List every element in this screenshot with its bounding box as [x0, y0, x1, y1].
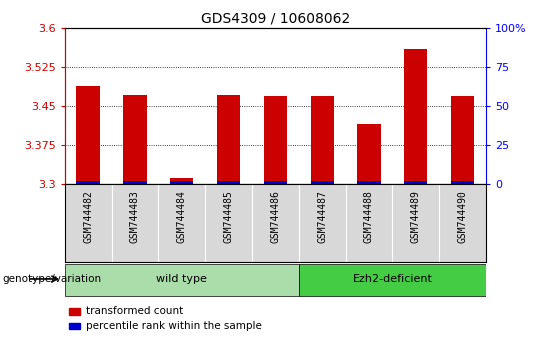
Bar [217, 95, 240, 184]
Bar [77, 181, 100, 184]
Text: GSM744483: GSM744483 [130, 190, 140, 243]
Text: GSM744486: GSM744486 [271, 190, 280, 243]
Text: transformed count: transformed count [86, 306, 183, 316]
Bar [404, 49, 428, 184]
Bar [357, 181, 381, 184]
Bar [451, 181, 474, 184]
Bar [69, 308, 79, 314]
Bar [299, 264, 486, 296]
Bar [310, 181, 334, 184]
Text: genotype/variation: genotype/variation [3, 274, 102, 284]
Bar [451, 96, 474, 184]
Title: GDS4309 / 10608062: GDS4309 / 10608062 [201, 12, 350, 26]
Bar [123, 95, 147, 184]
Text: wild type: wild type [157, 274, 207, 284]
Bar [217, 181, 240, 184]
Text: GSM744485: GSM744485 [224, 190, 234, 243]
Bar [170, 178, 193, 184]
Bar [310, 96, 334, 184]
Bar [404, 181, 428, 184]
Bar [77, 86, 100, 184]
Bar [65, 264, 299, 296]
Text: GSM744489: GSM744489 [411, 190, 421, 243]
Bar [69, 323, 79, 329]
Bar [264, 181, 287, 184]
Text: GSM744488: GSM744488 [364, 190, 374, 243]
Text: percentile rank within the sample: percentile rank within the sample [86, 321, 262, 331]
Bar [357, 124, 381, 184]
Bar [123, 181, 147, 184]
Text: GSM744484: GSM744484 [177, 190, 187, 243]
Text: GSM744487: GSM744487 [317, 190, 327, 243]
Bar [170, 181, 193, 184]
Text: Ezh2-deficient: Ezh2-deficient [353, 274, 433, 284]
Text: GSM744490: GSM744490 [457, 190, 468, 243]
Text: GSM744482: GSM744482 [83, 190, 93, 243]
Bar [264, 96, 287, 184]
